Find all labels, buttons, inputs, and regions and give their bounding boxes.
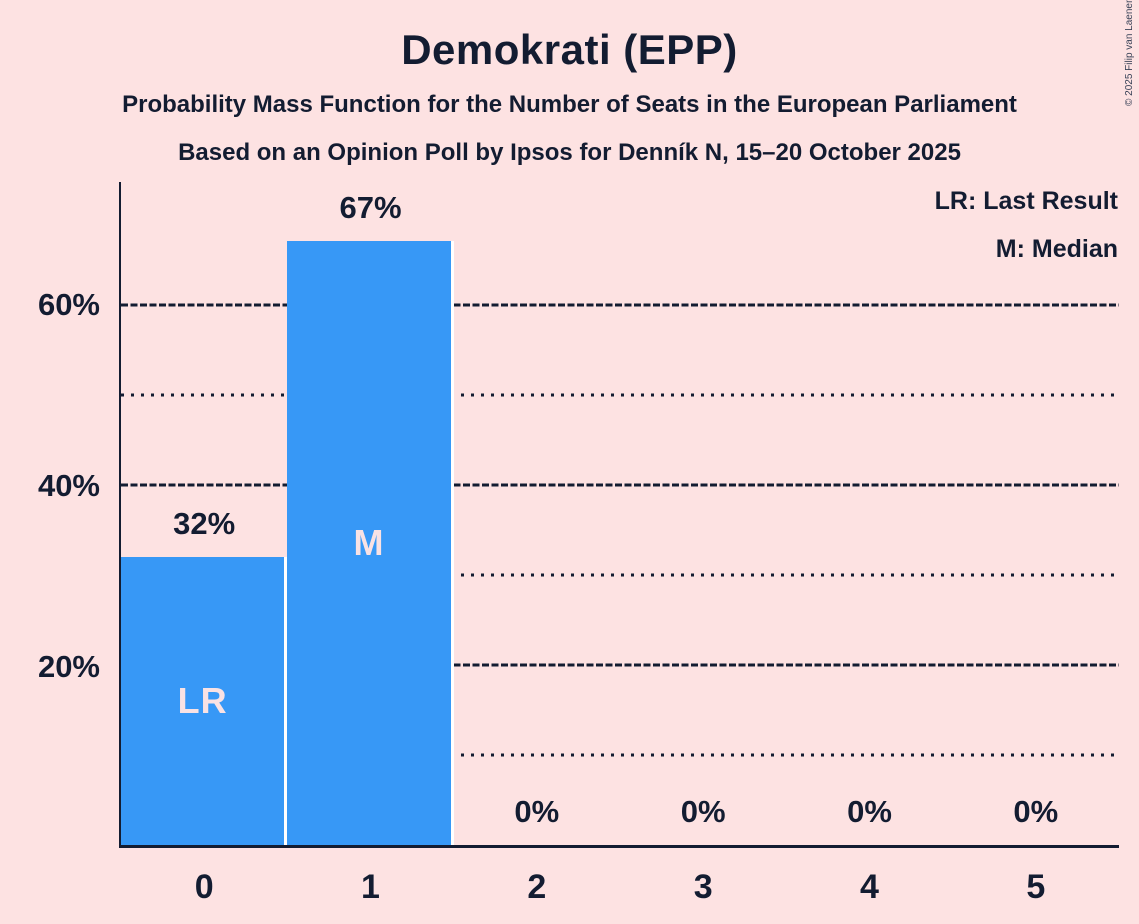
chart-title: Demokrati (EPP): [401, 26, 738, 73]
x-axis-tick-label: 3: [693, 868, 713, 906]
legend-last-result: LR: Last Result: [934, 187, 1118, 215]
y-axis-tick-label: 20%: [37, 649, 100, 685]
bar-value-label: 0%: [1013, 794, 1059, 829]
bar-value-label: 0%: [514, 794, 560, 829]
bar-slot-5: 0% 5: [953, 182, 1119, 905]
major-gridline: [121, 303, 1119, 307]
bar-value-label: 67%: [339, 190, 402, 226]
minor-gridline: [121, 393, 1119, 397]
bar-slot-4: 0% 4: [786, 182, 952, 905]
y-axis-labels: 20% 40% 60%: [0, 182, 100, 848]
bar-value-label: 0%: [847, 794, 892, 829]
bar-value-label: 32%: [173, 505, 236, 541]
bar-annotation-last-result: LR: [177, 679, 228, 721]
bar-annotation-median: M: [353, 522, 385, 564]
chart-subtitle-line2: Based on an Opinion Poll by Ipsos for De…: [178, 139, 961, 166]
minor-gridline: [121, 573, 1119, 577]
x-axis-tick-label: 4: [860, 868, 879, 906]
bar-slot-2: 0% 2: [454, 182, 620, 905]
x-axis-tick-label: 5: [1026, 868, 1046, 906]
bar-slot-1: 67% M 1: [287, 182, 454, 904]
x-axis-tick-label: 0: [194, 868, 214, 906]
legend: LR: Last Result M: Median: [935, 183, 1118, 279]
gridlines: [121, 182, 1119, 845]
bar-value-label: 0%: [680, 794, 726, 829]
y-axis-tick-label: 60%: [37, 287, 100, 323]
x-axis-tick-label: 1: [361, 868, 380, 906]
bar: M: [287, 241, 454, 845]
legend-median: M: Median: [995, 235, 1118, 263]
major-gridline: [121, 483, 1119, 487]
x-axis-tick-label: 2: [527, 868, 547, 906]
minor-gridline: [121, 753, 1119, 757]
chart-subtitle-line1: Probability Mass Function for the Number…: [122, 91, 1017, 118]
major-gridline: [121, 663, 1119, 667]
bar: LR: [121, 556, 288, 845]
bar-slot-0: 32% LR 0: [121, 182, 288, 904]
y-axis-tick-label: 40%: [37, 468, 100, 504]
plot-area: 32% LR 0 67% M 1 0% 2 0% 3 0% 4: [119, 182, 1119, 905]
copyright-text: © 2025 Filip van Laenen: [1124, 0, 1135, 106]
bar-slot-3: 0% 3: [620, 182, 786, 905]
